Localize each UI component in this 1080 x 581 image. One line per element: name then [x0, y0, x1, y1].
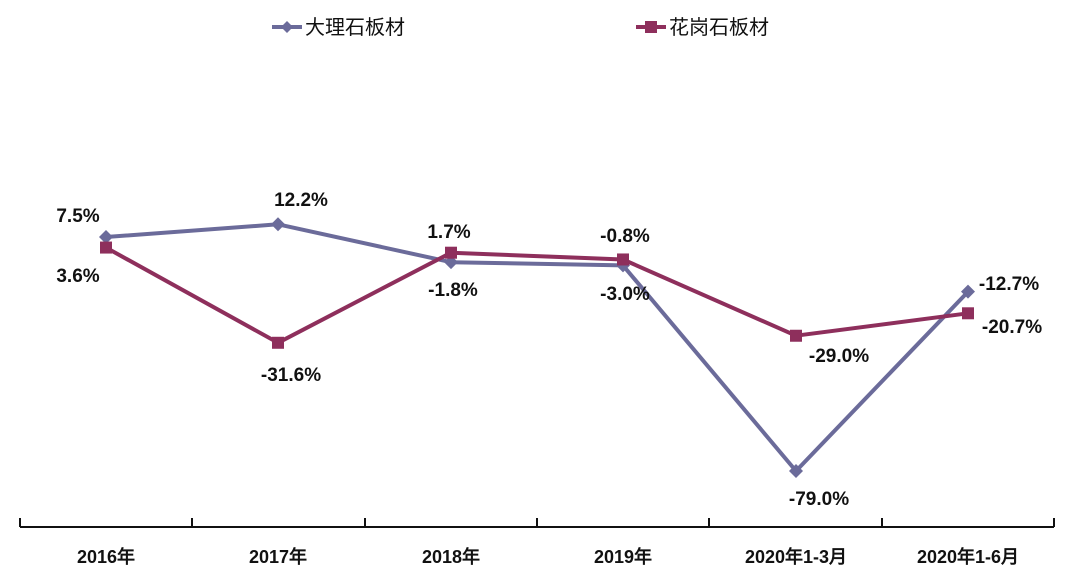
data-labels-marble: 7.5% 12.2% -1.8% -3.0% -79.0% -12.7%	[56, 190, 1039, 510]
data-label-marble-2020-h1: -12.7%	[979, 274, 1039, 295]
x-axis-tick-labels: 2016年 2017年 2018年 2019年 2020年1-3月 2020年1…	[77, 546, 1019, 567]
data-label-marble-2018: -1.8%	[428, 280, 478, 301]
x-tick-label-2016: 2016年	[77, 546, 135, 567]
series-granite	[100, 241, 974, 349]
legend-granite-square-icon	[645, 21, 657, 33]
diamond-marker-icon	[789, 463, 803, 478]
x-axis: 2016年 2017年 2018年 2019年 2020年1-3月 2020年1…	[19, 518, 1055, 567]
square-marker-icon	[445, 246, 457, 259]
legend: 大理石板材 花岗石板材	[272, 15, 769, 39]
data-label-marble-2019: -3.0%	[600, 284, 650, 305]
data-label-granite-2018: 1.7%	[427, 222, 470, 243]
x-tick-label-2018: 2018年	[422, 546, 480, 567]
legend-marble-diamond-icon	[281, 21, 293, 33]
series-marble	[99, 217, 975, 478]
data-label-granite-2019: -0.8%	[600, 226, 650, 247]
legend-item-granite: 花岗石板材	[636, 15, 769, 39]
legend-label-granite: 花岗石板材	[669, 15, 769, 39]
diamond-marker-icon	[961, 284, 975, 299]
series-layer	[99, 217, 975, 478]
x-tick-label-2020-h1: 2020年1-6月	[917, 546, 1019, 567]
x-tick-label-2017: 2017年	[249, 546, 307, 567]
x-tick-label-2019: 2019年	[594, 546, 652, 567]
data-label-granite-2017: -31.6%	[261, 365, 321, 386]
data-label-marble-2020-q1: -79.0%	[789, 489, 849, 510]
square-marker-icon	[790, 329, 802, 342]
data-label-granite-2020-h1: -20.7%	[982, 317, 1042, 338]
data-label-marble-2016: 7.5%	[56, 206, 99, 227]
diamond-marker-icon	[271, 217, 285, 232]
legend-item-marble: 大理石板材	[272, 15, 405, 39]
diamond-marker-icon	[99, 230, 113, 245]
square-marker-icon	[100, 241, 112, 254]
series-line	[105, 245, 969, 345]
data-label-granite-2020-q1: -29.0%	[809, 346, 869, 367]
series-line	[105, 222, 970, 473]
legend-label-marble: 大理石板材	[305, 15, 405, 39]
square-marker-icon	[617, 253, 629, 266]
data-label-granite-2016: 3.6%	[56, 266, 99, 287]
data-labels-granite: 3.6% -31.6% 1.7% -0.8% -29.0% -20.7%	[56, 222, 1042, 386]
x-tick-label-2020-q1: 2020年1-3月	[745, 546, 847, 567]
data-label-marble-2017: 12.2%	[274, 190, 328, 211]
x-axis-ticks	[19, 518, 1055, 527]
square-marker-icon	[272, 336, 284, 349]
square-marker-icon	[962, 307, 974, 320]
